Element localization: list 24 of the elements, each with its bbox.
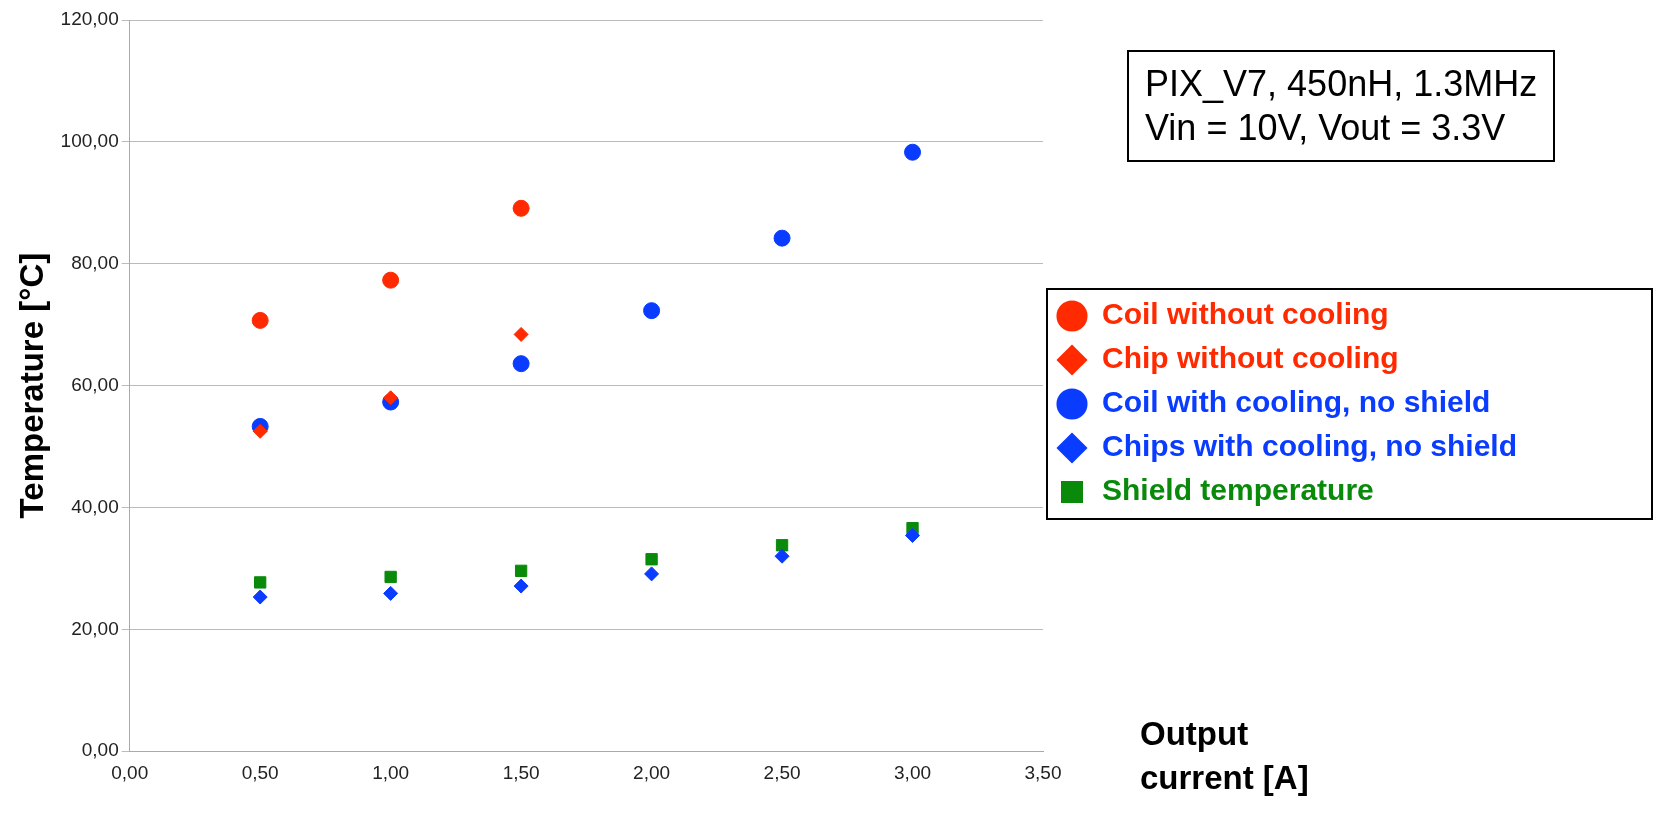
y-axis-title: Temperature [°C] xyxy=(12,252,50,519)
text: Vin = 10V, Vout = 3.3V xyxy=(1145,106,1507,150)
y-tick-label: 0,00 xyxy=(81,739,119,761)
legend-label: Shield temperature xyxy=(1102,473,1374,507)
legend-label: Coil without cooling xyxy=(1102,297,1389,331)
x-tick-label: 2,00 xyxy=(633,761,671,783)
y-tick-label: 80,00 xyxy=(71,251,119,273)
x-tick-label: 0,50 xyxy=(241,761,279,783)
x-tick-label: 1,50 xyxy=(502,761,540,783)
y-tick-label: 120,00 xyxy=(60,8,119,30)
y-tick-label: 20,00 xyxy=(71,617,119,639)
y-tick-label: 60,00 xyxy=(71,373,119,395)
legend-label: Chip without cooling xyxy=(1102,341,1399,375)
text: PIX_V7, 450nH, 1.3MHz xyxy=(1145,62,1538,106)
legend-label: Coil with cooling, no shield xyxy=(1102,385,1491,419)
x-tick-label: 3,00 xyxy=(894,761,932,783)
x-tick-label: 1,00 xyxy=(372,761,410,783)
x-tick-label: 0,00 xyxy=(111,761,149,783)
y-tick-label: 100,00 xyxy=(60,130,119,152)
x-tick-label: 3,50 xyxy=(1024,761,1062,783)
legend-label: Chips with cooling, no shield xyxy=(1102,429,1517,463)
x-tick-label: 2,50 xyxy=(763,761,801,783)
y-tick-label: 40,00 xyxy=(71,495,119,517)
x-axis-title: Output current [A] xyxy=(1140,714,1310,798)
